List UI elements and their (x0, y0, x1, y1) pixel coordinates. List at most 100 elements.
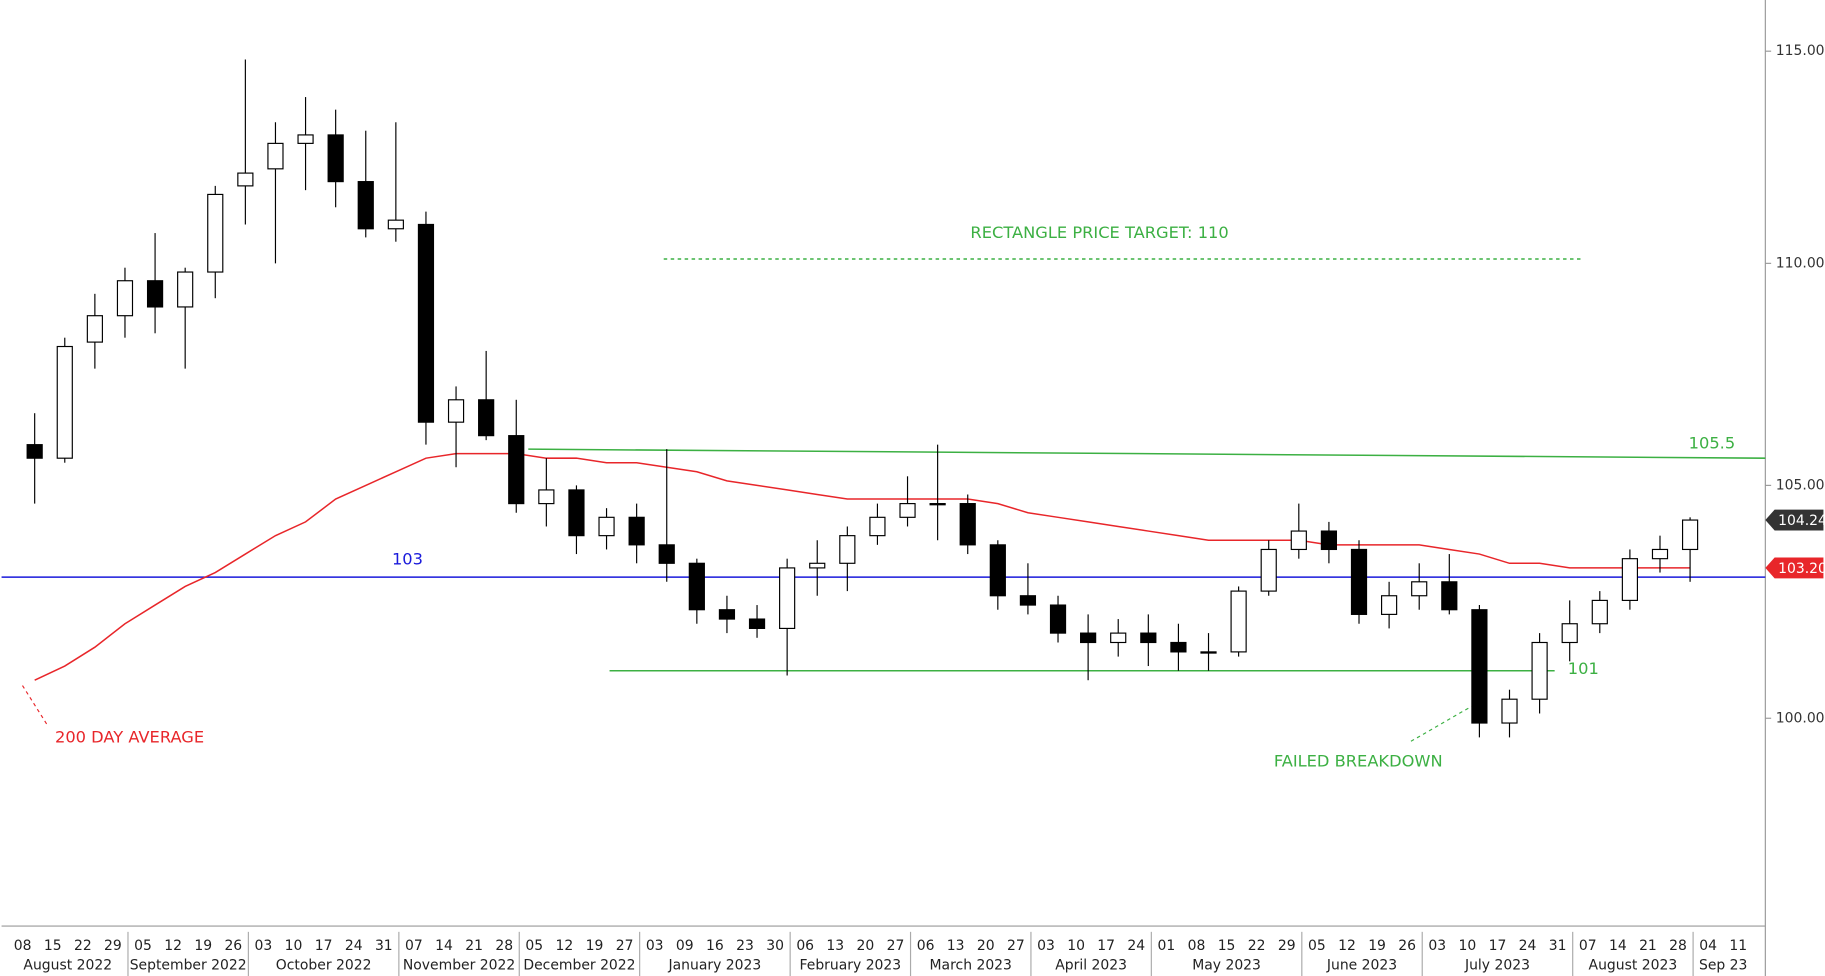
candle-body (959, 503, 976, 546)
candle-body (478, 399, 495, 437)
candle-body (1019, 595, 1037, 606)
month-label: November 2022 (403, 958, 515, 974)
x-tick-label: 17 (1097, 938, 1115, 954)
x-tick-label: 21 (465, 938, 483, 954)
month-label: September 2022 (130, 958, 247, 974)
y-tick-label: 105.00 (1776, 477, 1825, 493)
month-label: January 2023 (668, 958, 762, 974)
price-tag (1765, 509, 1824, 531)
price-tag-label: 103.20 (1778, 561, 1825, 577)
x-tick-label: 06 (917, 938, 935, 954)
candle-body (989, 544, 1006, 597)
candle-body (1320, 530, 1338, 551)
x-tick-label: 03 (1037, 938, 1055, 954)
candle-body (748, 618, 766, 630)
candle-body (1651, 548, 1669, 560)
candle-body (26, 444, 43, 459)
candle-body (417, 223, 435, 423)
candle-body (869, 516, 886, 537)
x-tick-label: 08 (1188, 938, 1206, 954)
x-tick-label: 22 (1248, 938, 1266, 954)
month-label: October 2022 (276, 958, 372, 974)
x-tick-label: 19 (194, 938, 212, 954)
candle-body (327, 134, 344, 183)
month-label: April 2023 (1055, 958, 1127, 974)
y-tick-label: 115.00 (1776, 43, 1825, 59)
candle-body (779, 567, 796, 630)
x-tick-label: 05 (525, 938, 543, 954)
x-tick-label: 29 (104, 938, 122, 954)
y-tick-label: 110.00 (1776, 255, 1825, 271)
price-tag (1765, 557, 1824, 579)
x-tick-label: 15 (44, 938, 62, 954)
ma-label: 200 DAY AVERAGE (55, 727, 204, 746)
candle-body (146, 280, 164, 308)
y-tick-label: 100.00 (1776, 710, 1825, 726)
x-tick-label: 05 (1308, 938, 1326, 954)
candle-body (447, 399, 465, 423)
candle-body (1350, 548, 1368, 615)
x-tick-label: 20 (977, 938, 995, 954)
candle-body (1381, 595, 1398, 615)
candle-body (1140, 632, 1157, 644)
candle-body (1441, 581, 1458, 611)
x-tick-label: 24 (1127, 938, 1145, 954)
candle-body (1200, 651, 1217, 654)
ma-leader (21, 685, 49, 727)
month-label: May 2023 (1192, 958, 1261, 974)
level-label: 105.5 (1689, 433, 1736, 452)
candle-body (1170, 641, 1187, 653)
candle-body (1591, 599, 1608, 625)
x-tick-label: 31 (375, 938, 393, 954)
x-tick-label: 19 (586, 938, 604, 954)
candle-body (1049, 604, 1067, 634)
month-label: August 2023 (1589, 958, 1678, 974)
x-tick-label: 26 (224, 938, 242, 954)
month-label: February 2023 (800, 958, 902, 974)
candle-body (718, 609, 736, 620)
x-tick-label: 05 (134, 938, 152, 954)
month-label: December 2022 (523, 958, 635, 974)
x-tick-label: 24 (345, 938, 363, 954)
candle-body (899, 503, 916, 518)
x-tick-label: 09 (676, 938, 694, 954)
x-tick-label: 31 (1549, 938, 1567, 954)
candle-body (237, 172, 254, 187)
level-label: 103 (392, 550, 423, 569)
candle-body (929, 503, 946, 506)
candle-body (297, 134, 314, 144)
x-tick-label: 03 (1428, 938, 1446, 954)
moving-average (34, 452, 1691, 681)
x-tick-label: 12 (1338, 938, 1356, 954)
x-tick-label: 26 (1398, 938, 1416, 954)
candle-body (86, 315, 103, 343)
candle-body (56, 345, 73, 459)
candle-body (207, 193, 224, 273)
x-tick-label: 27 (616, 938, 634, 954)
x-tick-label: 27 (887, 938, 905, 954)
x-tick-label: 21 (1639, 938, 1657, 954)
x-tick-label: 30 (766, 938, 784, 954)
x-tick-label: 23 (736, 938, 754, 954)
candle-body (267, 142, 284, 170)
x-tick-label: 10 (285, 938, 303, 954)
x-tick-label: 16 (706, 938, 724, 954)
x-tick-label: 04 (1699, 938, 1717, 954)
candle-body (839, 535, 856, 564)
level-label: 101 (1568, 659, 1599, 678)
level-line (528, 448, 1766, 459)
breakdown-leader (1410, 705, 1472, 742)
x-tick-label: 10 (1458, 938, 1476, 954)
x-tick-label: 07 (1579, 938, 1597, 954)
candle-body (1621, 558, 1639, 601)
candle-body (568, 489, 585, 537)
x-tick-label: 12 (556, 938, 574, 954)
x-tick-label: 17 (315, 938, 333, 954)
candle-body (598, 516, 615, 537)
x-tick-label: 20 (857, 938, 875, 954)
candle-body (1110, 632, 1127, 644)
candle-body (658, 544, 675, 564)
x-tick-label: 28 (495, 938, 513, 954)
candle-body (357, 181, 374, 230)
candle-body (1501, 698, 1518, 724)
